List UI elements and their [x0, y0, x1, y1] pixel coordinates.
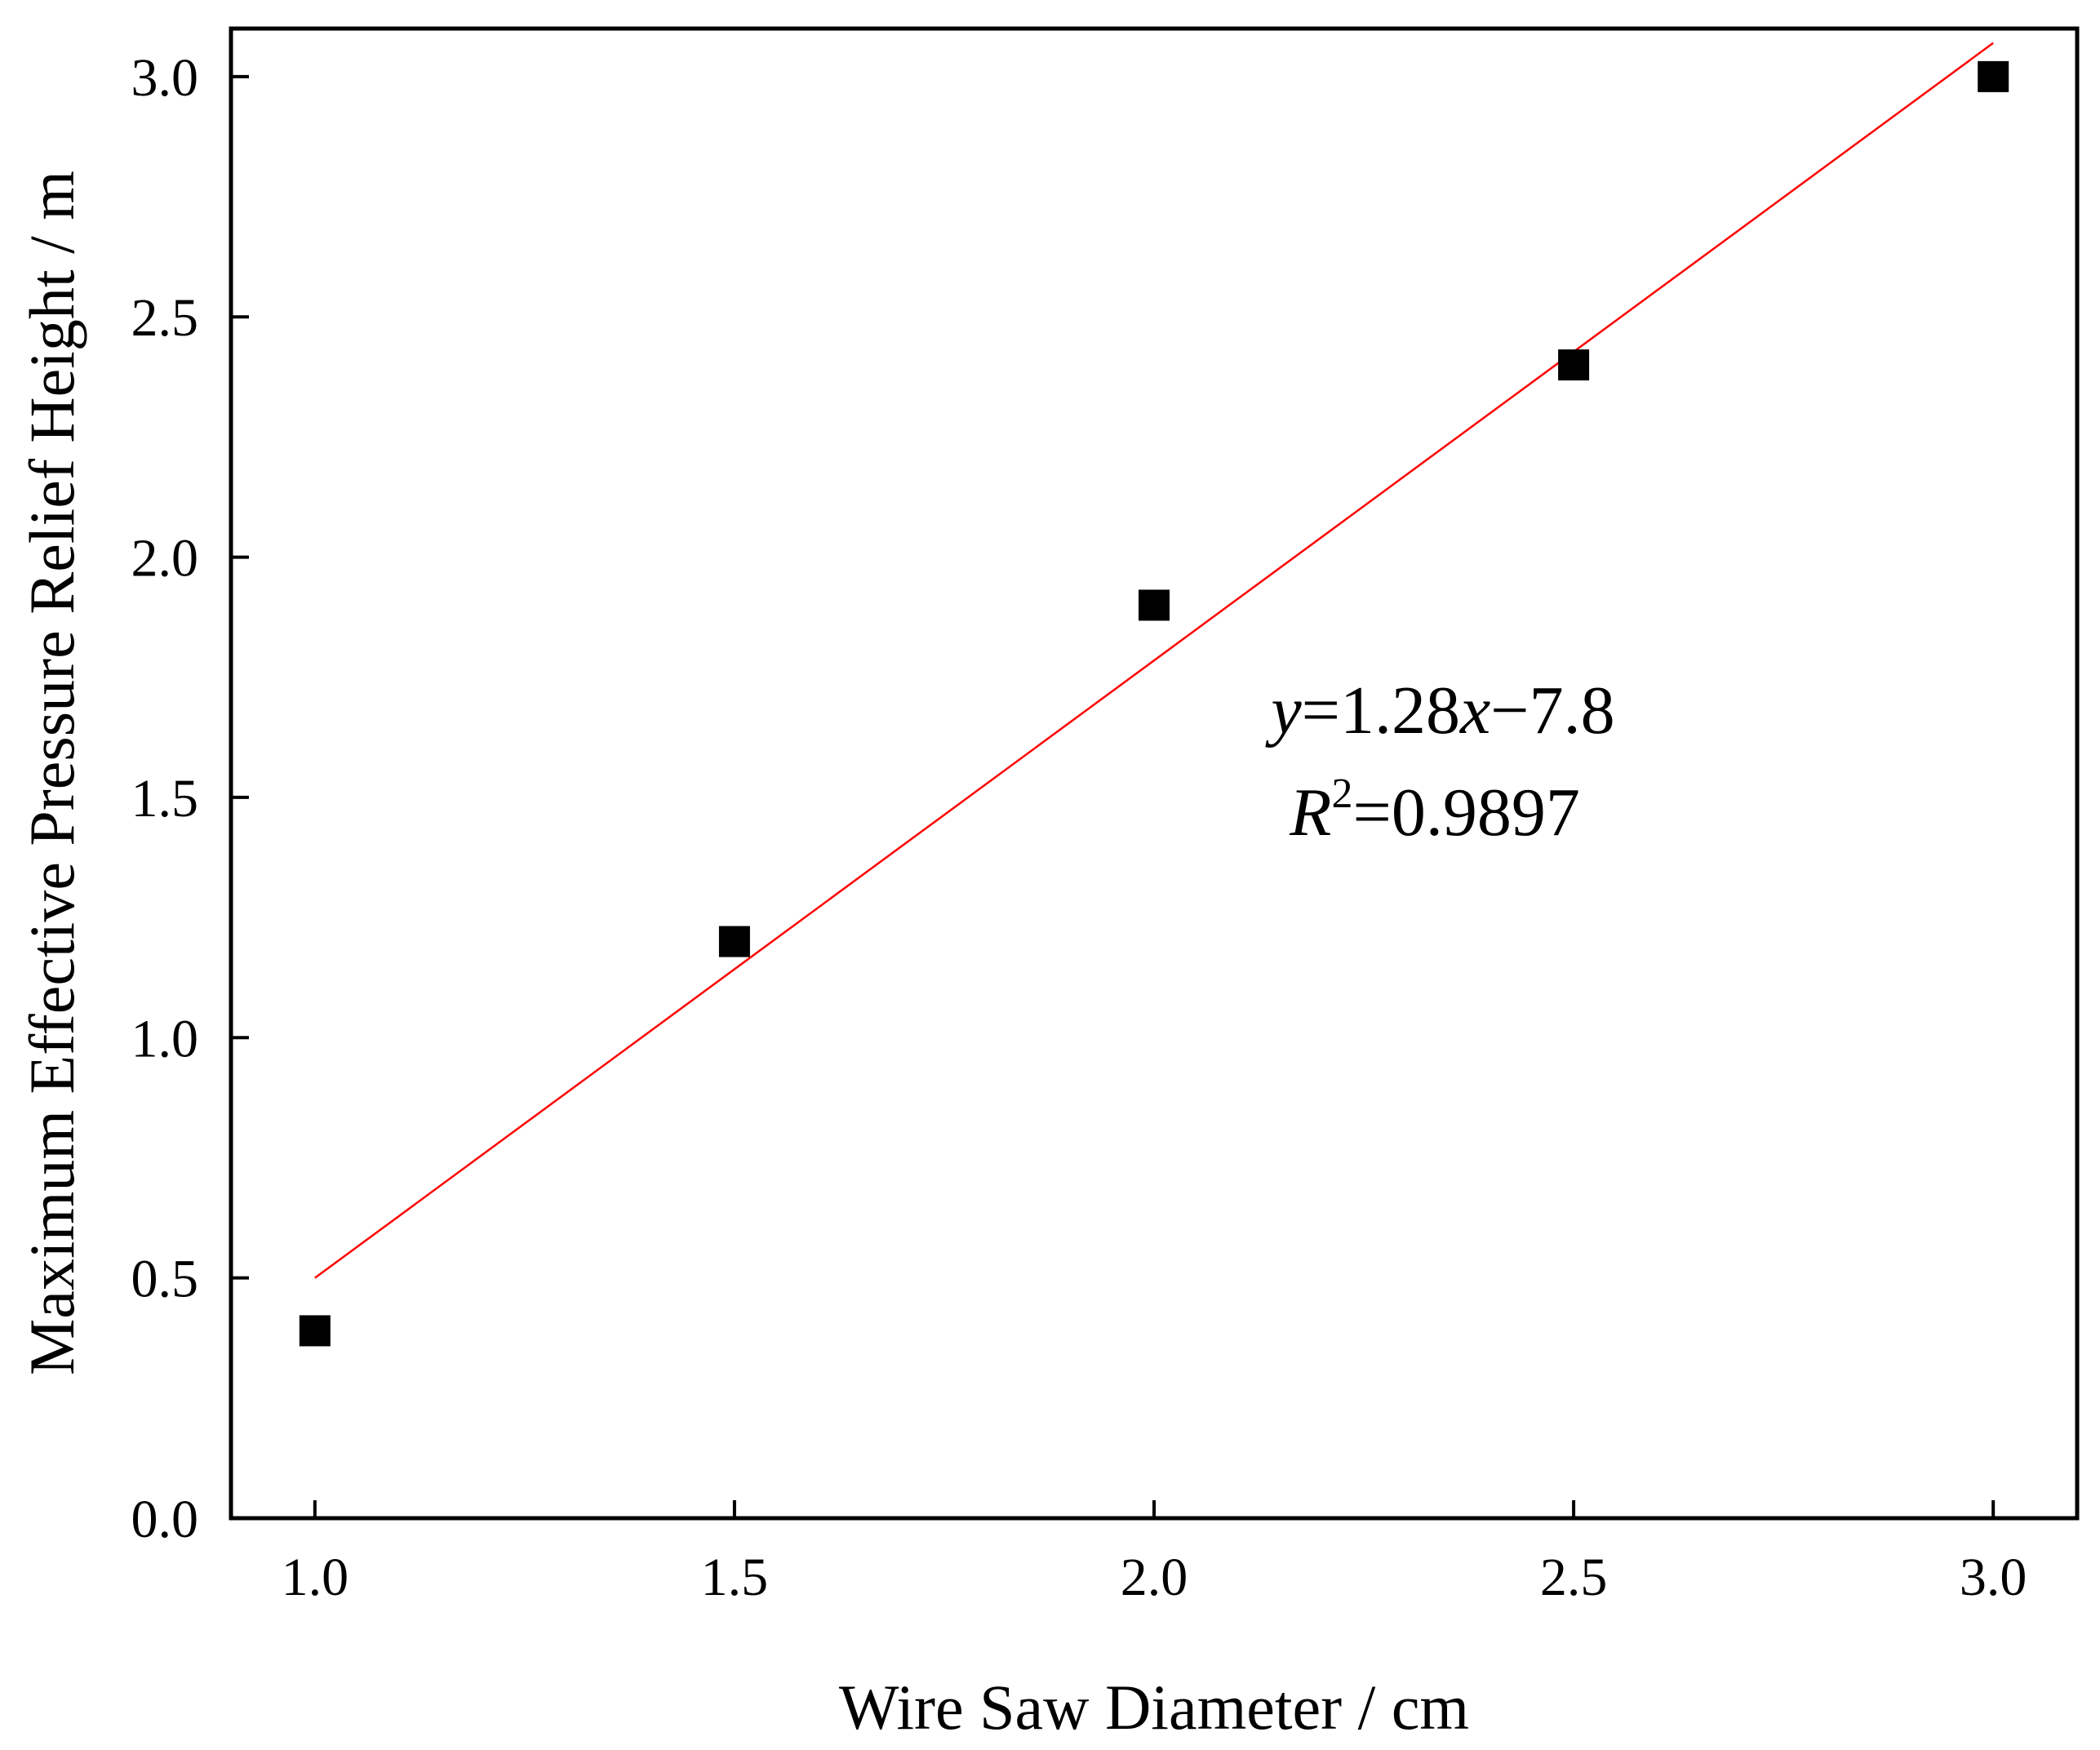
y-tick-label: 0.0: [131, 1490, 199, 1549]
y-tick-label: 0.5: [131, 1250, 199, 1309]
y-tick-label: 2.0: [131, 529, 199, 589]
data-point-marker: [1978, 60, 2009, 92]
x-tick-label: 1.5: [701, 1548, 769, 1607]
y-tick-label: 1.5: [131, 769, 199, 828]
r2-superscript: 2: [1331, 771, 1352, 817]
data-point-marker: [1558, 349, 1590, 381]
data-point-marker: [1139, 589, 1170, 621]
y-axis-title: Maximum Effective Pressure Relief Height…: [16, 171, 87, 1375]
equation-slope: =1.28: [1302, 673, 1460, 748]
x-tick-label: 2.0: [1121, 1548, 1188, 1607]
y-tick-label: 1.0: [131, 1009, 199, 1068]
x-axis-title: Wire Saw Diameter / cm: [839, 1672, 1469, 1743]
fit-equation: y=1.28x−7.8: [1264, 673, 1614, 748]
data-point-marker: [718, 926, 750, 957]
equation-y-symbol: y: [1264, 673, 1302, 748]
equation-x-symbol: x: [1458, 673, 1490, 748]
fit-line: [314, 42, 1994, 1279]
plot-layer: [299, 42, 2009, 1347]
x-tick-label: 2.5: [1540, 1548, 1608, 1607]
x-tick-label: 3.0: [1960, 1548, 2027, 1607]
data-point-marker: [299, 1315, 331, 1347]
ticks-layer: 1.0 1.5 2.0 2.5 3.0 0.0 0.5 1.0 1.5 2.0 2.5 3.0: [131, 48, 2027, 1607]
y-tick-label: 2.5: [131, 288, 199, 348]
y-tick-label: 3.0: [131, 48, 199, 108]
r-squared-label: R2=0.9897: [1289, 771, 1580, 851]
x-tick-label: 1.0: [282, 1548, 349, 1607]
r2-value: =0.9897: [1352, 775, 1579, 851]
r2-symbol: R: [1289, 775, 1331, 851]
equation-intercept: −7.8: [1490, 673, 1614, 748]
